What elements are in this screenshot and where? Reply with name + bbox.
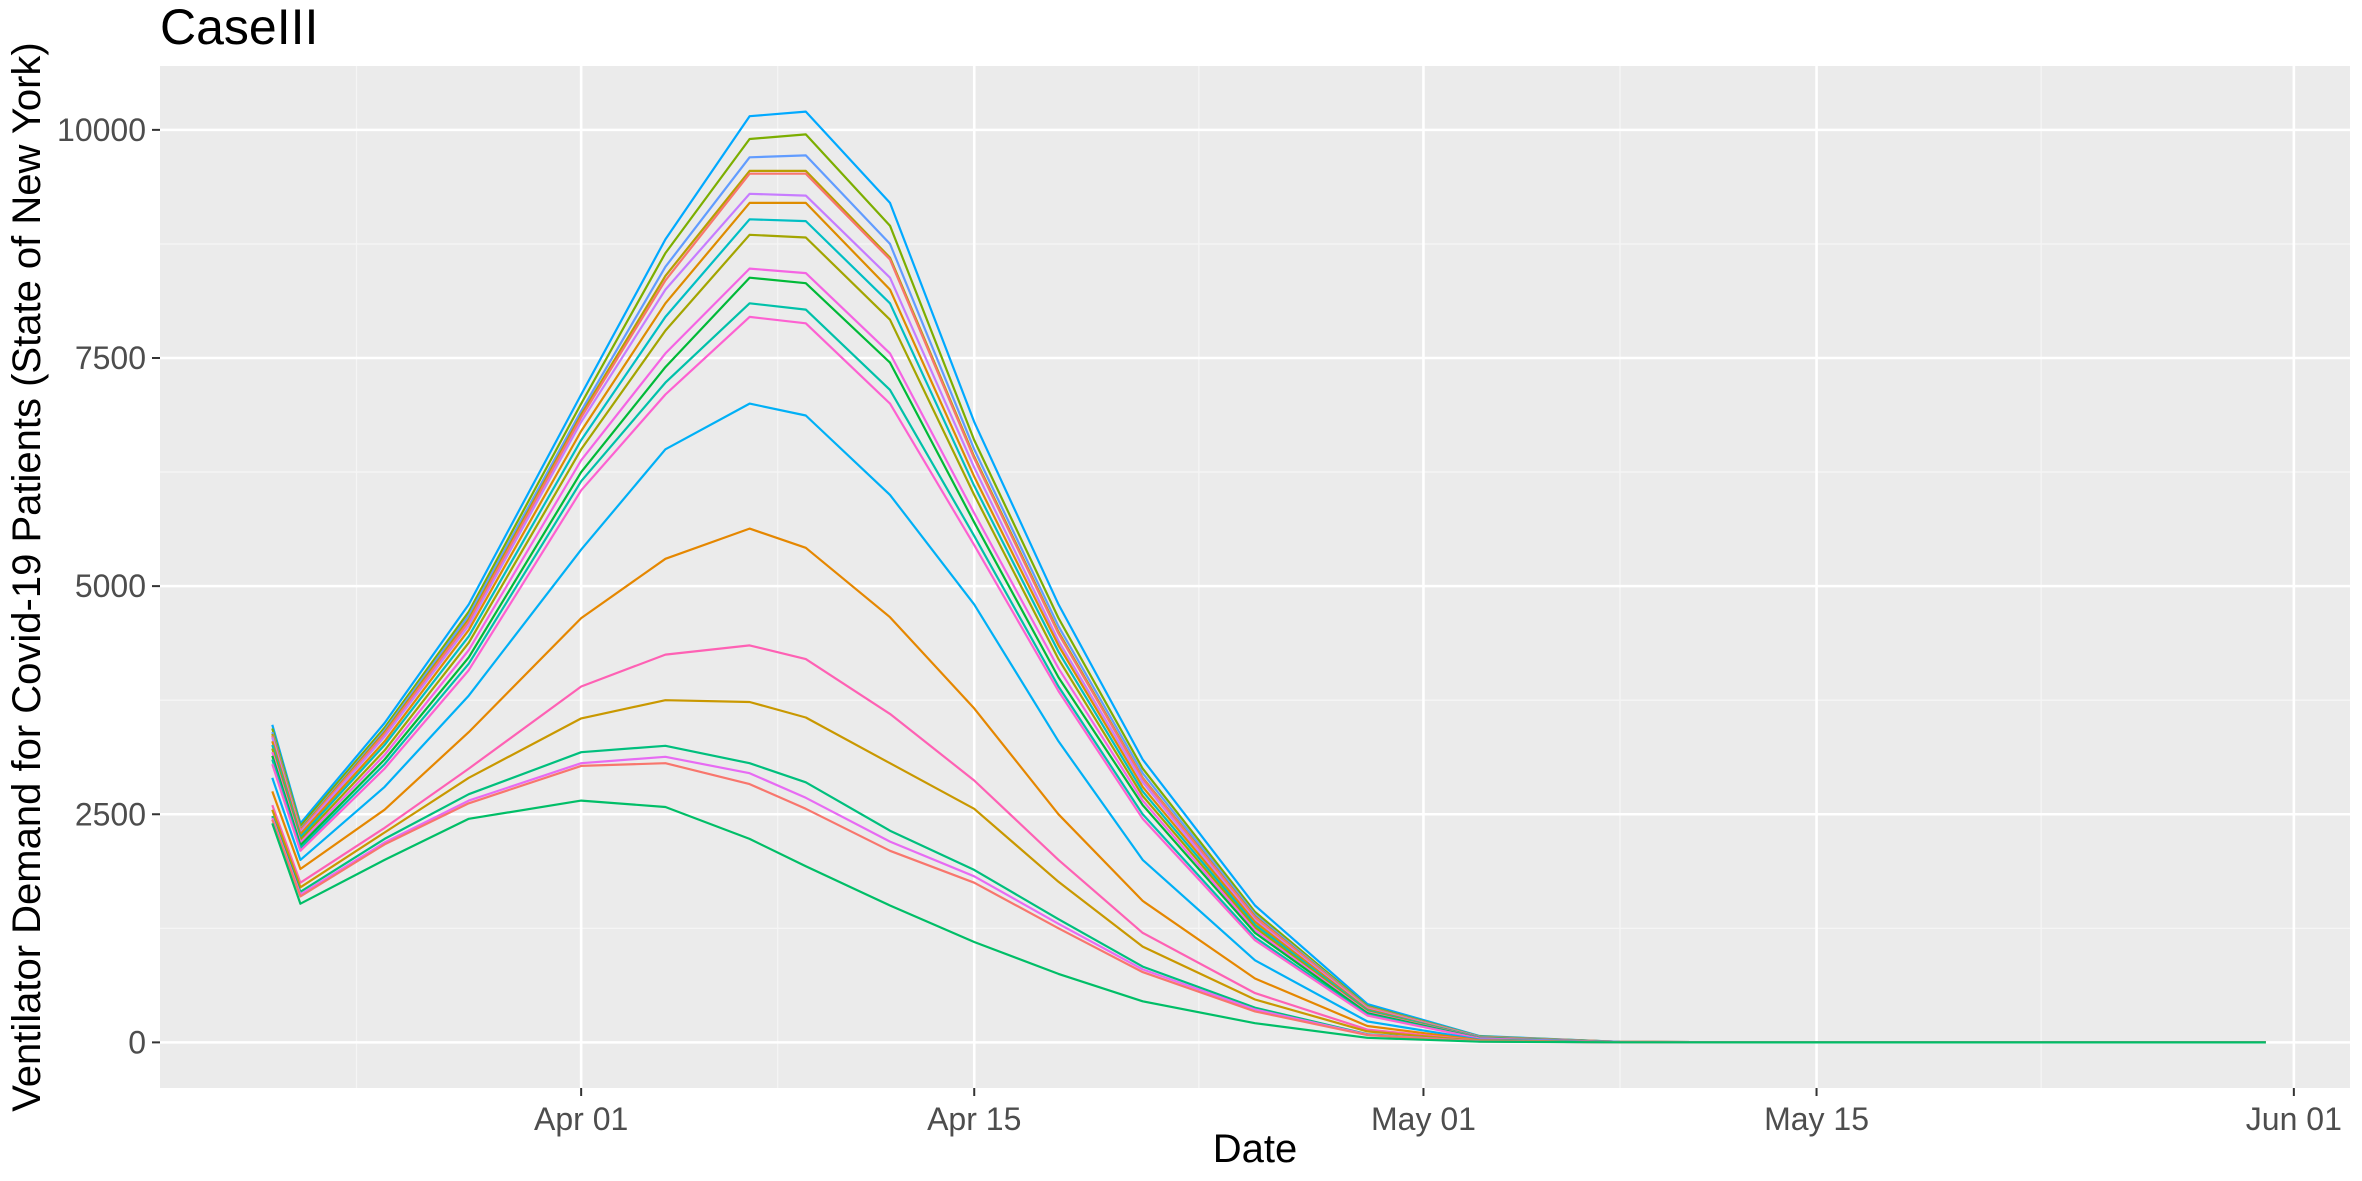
x-tick-label: May 15 [1764,1101,1869,1137]
y-tick-label: 0 [128,1024,146,1060]
series-lines [271,110,2266,1044]
x-tick-label: Apr 15 [927,1101,1021,1137]
major-gridlines [160,66,2350,1088]
x-tick-label: Jun 01 [2246,1101,2342,1137]
y-tick-label: 7500 [75,340,146,376]
series-line [271,799,2266,1044]
x-axis-ticks: Apr 01 Apr 15 May 01 May 15 Jun 01 [534,1088,2342,1137]
y-axis-ticks: 0 2500 5000 7500 10000 [57,112,160,1060]
x-tick-label: Apr 01 [534,1101,628,1137]
chart-title: CaseIII [160,0,318,55]
y-tick-label: 5000 [75,568,146,604]
y-axis-title: Ventilator Demand for Covid-19 Patients … [5,42,49,1111]
y-tick-label: 10000 [57,112,146,148]
x-tick-label: May 01 [1371,1101,1476,1137]
x-axis-title: Date [1213,1127,1298,1171]
y-tick-label: 2500 [75,796,146,832]
